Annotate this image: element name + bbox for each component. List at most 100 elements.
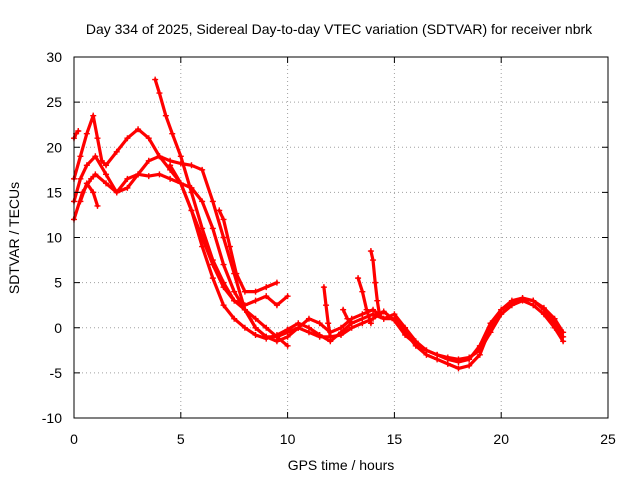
data-point (305, 329, 312, 336)
y-tick-label: -10 (42, 410, 62, 426)
series-pass-7 (216, 207, 280, 295)
data-point (316, 320, 323, 327)
data-point (145, 135, 152, 142)
series-spike-2 (355, 275, 374, 327)
data-point (359, 288, 366, 295)
data-point (162, 112, 169, 119)
data-point (226, 243, 233, 250)
series-line (72, 114, 565, 364)
data-point (273, 302, 280, 309)
series-line (356, 276, 373, 325)
data-point (370, 257, 377, 264)
data-point (209, 261, 216, 268)
data-point (124, 175, 131, 182)
series-spike-4 (340, 306, 355, 327)
data-point (231, 288, 238, 295)
y-tick-label: 20 (46, 139, 62, 155)
data-point (90, 189, 97, 196)
data-point (560, 338, 567, 345)
data-point (156, 153, 163, 160)
data-point (135, 126, 142, 133)
data-point (370, 306, 377, 313)
data-point (241, 324, 248, 331)
data-point (412, 340, 419, 347)
data-point (263, 284, 270, 291)
data-point (135, 171, 142, 178)
data-point (325, 320, 332, 327)
x-tick-label: 15 (387, 431, 403, 447)
data-point (252, 331, 259, 338)
y-tick-label: 5 (54, 275, 62, 291)
data-point (216, 207, 223, 214)
data-point (92, 171, 99, 178)
data-point (530, 302, 537, 309)
axis-ticks: 0 5 10 15 20 25 -10 -5 0 5 10 15 20 25 30 (42, 49, 616, 447)
data-point (90, 112, 97, 119)
series-spike-3 (367, 248, 383, 318)
data-point (444, 354, 451, 361)
data-point (92, 153, 99, 160)
data-point (455, 365, 462, 372)
y-tick-label: 10 (46, 230, 62, 246)
data-point (363, 306, 370, 313)
data-point (83, 130, 90, 137)
data-series (71, 76, 567, 372)
data-point (124, 184, 131, 191)
data-point (252, 324, 259, 331)
y-tick-label: 15 (46, 184, 62, 200)
data-point (540, 311, 547, 318)
data-point (323, 302, 330, 309)
y-tick-label: 0 (54, 320, 62, 336)
data-point (209, 275, 216, 282)
data-point (145, 173, 152, 180)
data-point (220, 216, 227, 223)
series-line (217, 208, 279, 294)
data-point (77, 198, 84, 205)
data-point (94, 202, 101, 209)
y-tick-label: 30 (46, 49, 62, 65)
series-pass-2 (71, 153, 567, 372)
data-point (241, 302, 248, 309)
grid (74, 57, 608, 418)
data-point (103, 162, 110, 169)
data-point (263, 324, 270, 331)
data-point (508, 302, 515, 309)
series-line (168, 163, 290, 307)
data-point (284, 329, 291, 336)
data-point (444, 360, 451, 367)
data-point (327, 333, 334, 340)
data-point (199, 234, 206, 241)
data-point (374, 297, 381, 304)
data-point (355, 275, 362, 282)
data-point (367, 320, 374, 327)
data-point (152, 76, 159, 83)
series-line (72, 172, 565, 361)
data-point (359, 311, 366, 318)
data-point (455, 356, 462, 363)
data-point (338, 324, 344, 331)
data-point (156, 90, 163, 97)
data-point (466, 362, 473, 369)
data-point (231, 315, 238, 322)
data-point (372, 279, 379, 286)
x-axis-label: GPS time / hours (288, 457, 395, 473)
data-point (177, 153, 184, 160)
series-spike-1 (320, 284, 334, 340)
data-point (252, 297, 259, 304)
data-point (220, 284, 227, 291)
data-point (423, 347, 430, 354)
data-point (209, 198, 216, 205)
data-point (380, 315, 387, 322)
data-point (434, 351, 441, 358)
data-point (209, 225, 216, 232)
data-point (241, 288, 248, 295)
data-point (340, 306, 347, 313)
y-tick-label: 25 (46, 94, 62, 110)
data-point (519, 297, 526, 304)
data-point (316, 333, 323, 340)
x-tick-label: 20 (493, 431, 509, 447)
data-point (167, 162, 174, 169)
data-point (380, 308, 387, 315)
data-point (124, 135, 131, 142)
data-point (188, 162, 195, 169)
